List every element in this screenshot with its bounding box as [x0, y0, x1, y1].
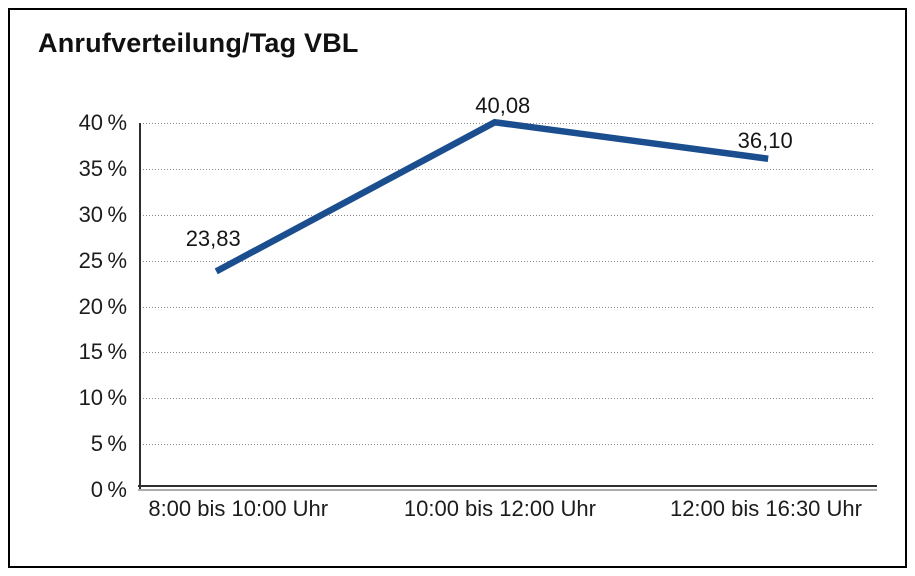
data-line — [214, 118, 769, 275]
y-axis-line — [139, 123, 141, 490]
x-axis-shadow-line — [138, 489, 877, 491]
chart-title: Anrufverteilung/Tag VBL — [38, 28, 359, 58]
chart-frame — [8, 8, 907, 568]
x-axis-line — [138, 485, 877, 487]
